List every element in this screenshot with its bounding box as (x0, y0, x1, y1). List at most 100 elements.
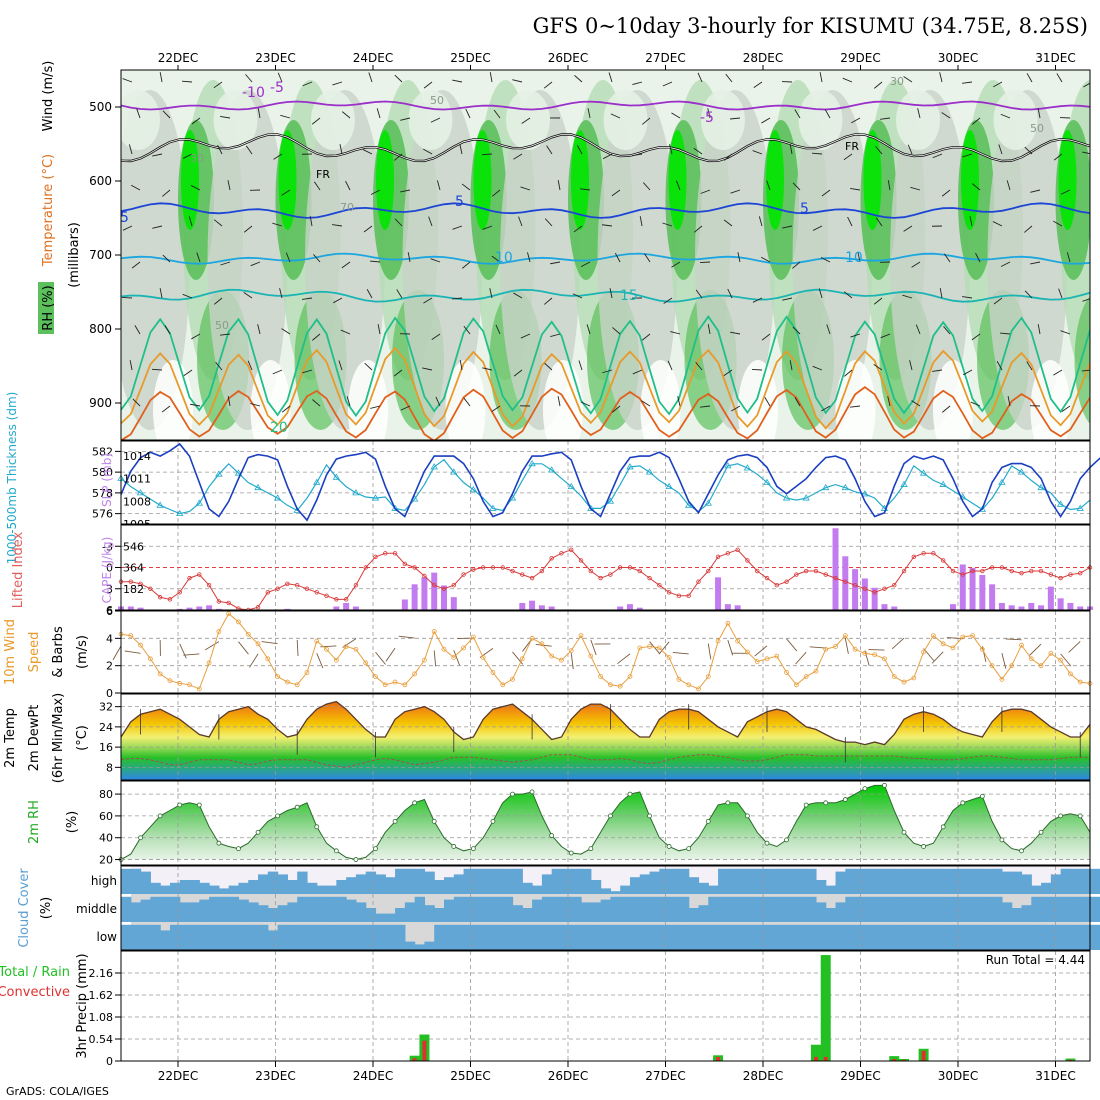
cloud-cell (150, 896, 161, 922)
wind-barb (128, 144, 133, 155)
wind-barb (1058, 288, 1063, 299)
panel-frame (120, 865, 1091, 951)
wind-barb (1000, 332, 1011, 335)
cloud-cell (492, 924, 504, 950)
wind-barb (272, 369, 283, 375)
wind-barb (993, 297, 1003, 305)
wind-speed-point (138, 642, 143, 648)
rh-point (862, 786, 868, 792)
wind-barb (941, 189, 951, 197)
wind-barb (578, 360, 583, 371)
lifted-index-point (255, 604, 261, 610)
lifted-index-point (373, 554, 378, 560)
wind-speed-point (930, 633, 936, 638)
cloud-cell (238, 899, 249, 922)
cape-bar (215, 608, 222, 610)
wind-speed-point (1077, 679, 1083, 685)
thickness-point (645, 468, 654, 475)
lifted-index-point (715, 554, 721, 560)
wind-barb (612, 327, 621, 335)
wind-barb (272, 222, 283, 227)
wind-barb (1037, 108, 1041, 119)
wind-barb (880, 333, 891, 339)
cloud-cell (786, 924, 797, 950)
temp2m-label-3: (6hr Min/Max) (51, 693, 66, 783)
wind-barb (857, 252, 861, 263)
thickness-point (626, 463, 634, 470)
cloud-cell (346, 924, 357, 950)
wind-barb (433, 650, 437, 667)
rh-shade (738, 360, 778, 440)
cloud-cell (1031, 924, 1042, 950)
wind-barb (794, 397, 801, 407)
wind-barb (1030, 261, 1041, 265)
lifted-index-point (197, 572, 202, 577)
cloud-cell (404, 941, 416, 950)
y-tick-label: 500 (89, 100, 112, 114)
wind-barb (243, 292, 253, 299)
wind-barb (1066, 252, 1071, 263)
cloud-cell (1070, 896, 1081, 922)
wind-barb (844, 369, 853, 377)
wind-barb (809, 646, 826, 649)
wind-barb (452, 225, 463, 230)
cloud-cell (258, 905, 269, 922)
rh-shade (668, 130, 687, 230)
rh-point (451, 844, 457, 849)
y-tick-label: 20 (99, 854, 113, 867)
wind-barb (495, 324, 501, 335)
wind-speed-point (588, 653, 594, 659)
rh-point (686, 846, 692, 852)
x-tick-label-top: 24DEC (353, 51, 393, 65)
wind-barb (281, 405, 291, 413)
wind-barb (850, 187, 861, 191)
cloud-cell (992, 868, 1003, 894)
cloud-cell (688, 877, 700, 894)
cloud-cell (972, 924, 983, 950)
cloud-cell (708, 896, 719, 922)
cloud-cell (424, 905, 435, 922)
wind-speed-point (1019, 642, 1024, 648)
rh-point (725, 800, 731, 806)
cloud-cell (864, 896, 876, 922)
wind-barb (902, 294, 913, 299)
wind-barb (782, 297, 793, 301)
lifted-index-point (627, 565, 633, 570)
rh-point (803, 802, 809, 808)
wind-barb (847, 216, 853, 227)
wind-speed-point (1009, 663, 1015, 669)
wind-barb (463, 397, 471, 407)
wind-speed-point (549, 653, 555, 659)
rh-point (901, 829, 907, 835)
wind-barb (220, 333, 231, 336)
thickness-point (919, 469, 928, 476)
wind-speed-point (451, 655, 457, 660)
cape-bar (617, 606, 624, 610)
rh-shade (506, 90, 550, 150)
cloud-cell (130, 902, 142, 922)
wind-barb (366, 289, 373, 299)
wind-barb (917, 108, 921, 119)
cape-bar (1008, 605, 1015, 610)
wind-speed-point (823, 646, 829, 652)
wind-barb (312, 399, 321, 407)
rh-shade (933, 360, 973, 440)
cloud-cell (316, 885, 328, 894)
thickness-point (469, 485, 478, 493)
lifted-index-point (745, 558, 750, 563)
cloud-cell (727, 896, 739, 922)
lifted-index-point (138, 581, 143, 586)
cloud-cell (815, 880, 827, 894)
cloud-cell (365, 908, 377, 922)
cloud-cell (757, 924, 768, 950)
wind-barb (824, 109, 831, 119)
cape-bar (1018, 606, 1025, 610)
cloud-cell (1001, 871, 1013, 894)
lifted-index-point (989, 565, 995, 570)
lifted-index-point (529, 575, 535, 581)
wind10m-panel: 0 2 4 6 (106, 605, 1093, 700)
wind-barb (723, 219, 733, 227)
rh-line (120, 784, 1091, 861)
wind-speed-point (216, 629, 222, 634)
